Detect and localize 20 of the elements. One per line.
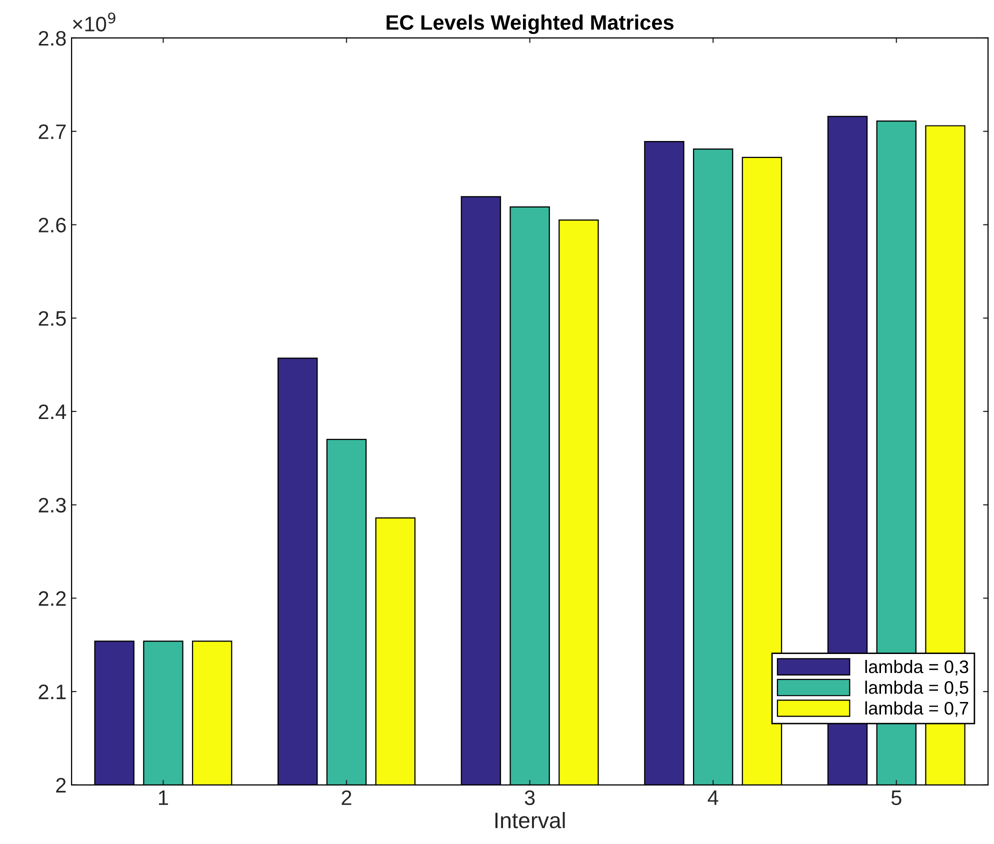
legend-label: lambda = 0,3: [865, 660, 968, 676]
y-tick-label: 2.8: [38, 30, 66, 46]
x-tick-label: 1: [159, 790, 168, 805]
chart-title: EC Levels Weighted Matrices: [386, 14, 674, 34]
y-tick-label: 2.7: [38, 124, 66, 139]
y-tick-label: 2.1: [38, 684, 66, 700]
x-axis-title: Interval: [495, 812, 565, 828]
y-tick-label: 2.3: [38, 498, 66, 513]
legend-label: lambda = 0,7: [865, 701, 968, 717]
x-tick-label: 5: [891, 790, 902, 806]
x-tick-label: 3: [524, 790, 535, 806]
y-tick-label: 2.4: [38, 404, 66, 419]
y-tick-label: 2.6: [38, 218, 66, 232]
x-tick-label: 4: [708, 790, 718, 805]
y-tick-label: 2.2: [38, 591, 66, 606]
text: ×10$^{9}$: [73, 12, 116, 32]
legend-label: lambda = 0,5: [865, 680, 968, 696]
y-tick-label: 2: [56, 778, 66, 792]
x-tick-label: 2: [342, 790, 352, 805]
y-tick-label: 2.5: [38, 311, 66, 326]
